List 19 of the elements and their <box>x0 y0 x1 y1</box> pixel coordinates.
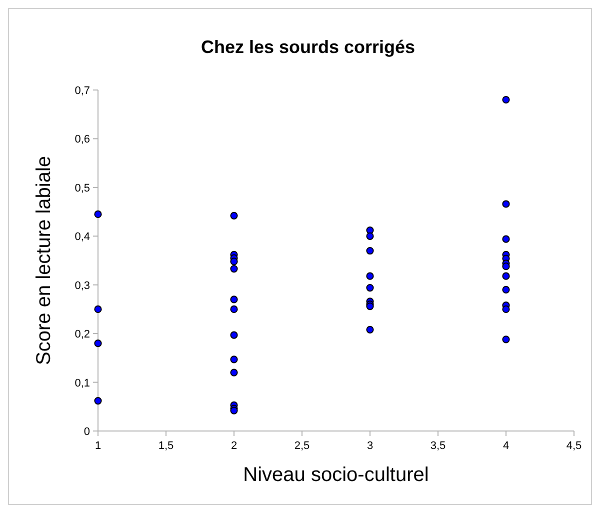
y-tick-label: 0,7 <box>74 85 90 97</box>
x-tick-label: 1,5 <box>158 440 174 452</box>
x-tick-label: 2 <box>230 440 238 452</box>
y-tick-label: 0,3 <box>74 280 90 292</box>
y-tick-label: 0,5 <box>74 182 90 194</box>
chart-title: Chez les sourds corrigés <box>200 37 416 57</box>
y-tick-label: 0,4 <box>74 231 90 244</box>
y-axis-title: Score en lecture labiale <box>33 156 55 366</box>
x-tick-label: 1 <box>94 440 102 452</box>
x-tick-label: 2,5 <box>294 440 310 452</box>
x-axis-title: Niveau socio-culturel <box>243 464 429 486</box>
y-tick-label: 0,2 <box>74 328 90 341</box>
y-tick-label: 0 <box>84 426 90 438</box>
x-tick-label: 4,5 <box>566 440 582 452</box>
x-tick-label: 3,5 <box>430 440 446 452</box>
y-tick-label: 0,6 <box>74 134 90 146</box>
x-tick-label: 4 <box>502 440 510 452</box>
y-tick-label: 0,1 <box>74 377 90 390</box>
x-tick-label: 3 <box>366 440 374 452</box>
